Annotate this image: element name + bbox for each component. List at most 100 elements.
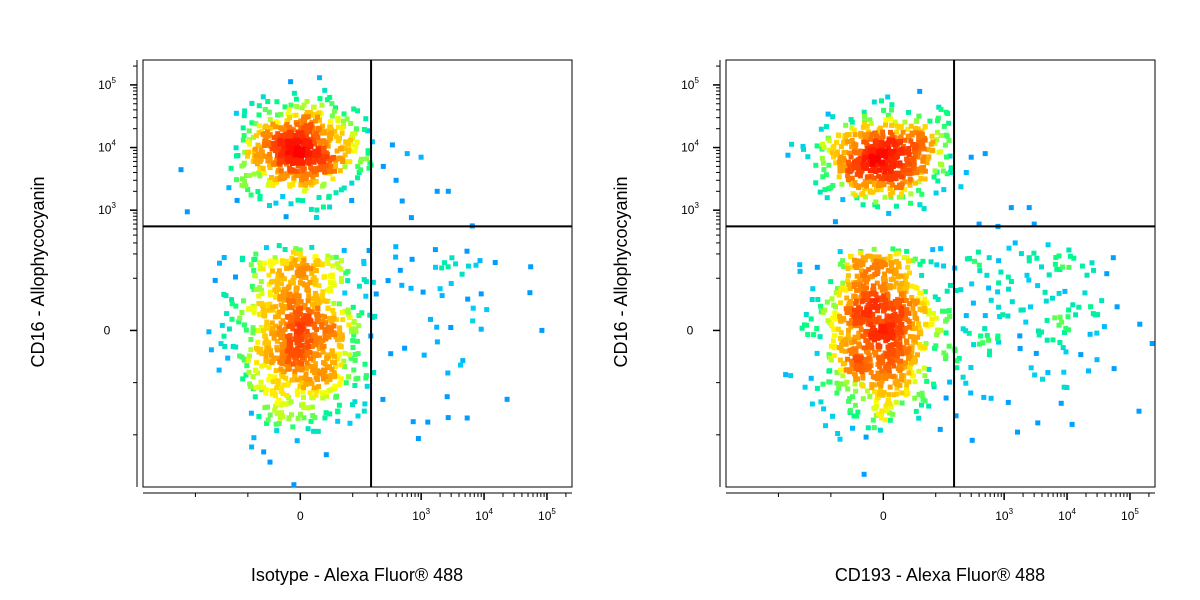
data-point — [814, 264, 820, 270]
data-point — [256, 293, 262, 299]
data-point — [912, 395, 918, 401]
data-point — [316, 126, 322, 132]
data-point — [872, 130, 878, 136]
data-point — [324, 356, 330, 361]
data-point — [869, 345, 875, 351]
data-point — [1137, 321, 1143, 327]
data-point — [887, 329, 893, 335]
data-point — [274, 400, 280, 406]
y-tick-label: 103 — [98, 201, 116, 217]
data-point — [308, 418, 314, 424]
data-point — [289, 167, 295, 173]
data-point — [276, 268, 282, 274]
data-point — [283, 305, 289, 311]
data-point — [308, 338, 314, 344]
data-point — [289, 156, 295, 161]
data-point — [897, 368, 903, 374]
data-point — [445, 264, 451, 270]
x-tick-label: 0 — [880, 509, 887, 523]
data-point — [310, 335, 316, 341]
data-point — [881, 281, 887, 287]
data-point — [329, 348, 335, 354]
data-point — [835, 431, 841, 436]
data-point — [320, 138, 326, 144]
data-point — [327, 377, 333, 383]
data-point — [295, 135, 301, 141]
data-point — [275, 381, 281, 387]
right-y-axis-title: CD16 - Allophycocyanin — [611, 176, 631, 367]
data-point — [217, 260, 222, 266]
data-point — [261, 384, 266, 390]
data-point — [302, 124, 308, 130]
data-point — [291, 90, 297, 96]
data-point — [324, 364, 330, 370]
data-point — [920, 158, 926, 164]
data-point — [904, 156, 910, 162]
data-point — [326, 373, 332, 379]
data-point — [882, 369, 888, 375]
data-point — [1094, 330, 1100, 336]
data-point — [341, 111, 347, 117]
data-point — [1066, 264, 1072, 270]
data-point — [304, 339, 310, 345]
data-point — [425, 419, 431, 425]
data-point — [261, 260, 267, 266]
data-point — [849, 264, 855, 270]
data-point — [253, 251, 259, 257]
data-point — [858, 133, 864, 139]
data-point — [304, 320, 310, 326]
data-point — [911, 145, 917, 151]
data-point — [893, 357, 899, 363]
data-point — [887, 410, 893, 416]
data-point — [870, 417, 876, 423]
data-point — [296, 333, 301, 339]
data-point — [928, 259, 934, 265]
data-point — [288, 305, 294, 310]
data-point — [922, 306, 928, 311]
data-point — [860, 396, 866, 402]
data-point — [300, 261, 305, 267]
data-point — [1056, 253, 1062, 259]
data-point — [341, 358, 347, 364]
data-point — [328, 288, 334, 294]
data-point — [909, 283, 914, 289]
data-point — [882, 169, 888, 175]
data-point — [271, 335, 277, 341]
data-point — [1104, 271, 1110, 277]
data-point — [263, 135, 269, 141]
data-point — [294, 152, 300, 158]
data-point — [871, 246, 877, 252]
data-point — [343, 380, 349, 386]
data-point — [881, 323, 887, 329]
data-point — [876, 356, 882, 362]
data-point — [275, 112, 281, 118]
data-point — [915, 154, 921, 160]
data-point — [255, 370, 261, 376]
data-point — [289, 255, 295, 261]
data-point — [842, 167, 848, 173]
data-point — [901, 295, 907, 301]
data-point — [885, 173, 891, 179]
data-point — [823, 423, 828, 429]
data-point — [434, 339, 440, 345]
data-point — [270, 161, 276, 167]
data-point — [1069, 421, 1075, 427]
data-point — [312, 415, 318, 421]
data-point — [890, 411, 896, 417]
data-point — [886, 165, 892, 171]
data-point — [1101, 324, 1107, 330]
data-point — [865, 146, 871, 152]
data-point — [971, 342, 977, 348]
data-point — [321, 298, 327, 304]
data-point — [889, 107, 894, 113]
data-point — [968, 390, 974, 396]
data-point — [273, 368, 279, 374]
data-point — [869, 168, 875, 174]
data-point — [1009, 299, 1015, 305]
data-point — [883, 122, 888, 128]
data-point — [286, 129, 292, 135]
data-point — [826, 138, 832, 144]
data-point — [944, 288, 950, 294]
data-point — [906, 318, 912, 324]
data-point — [910, 373, 916, 379]
